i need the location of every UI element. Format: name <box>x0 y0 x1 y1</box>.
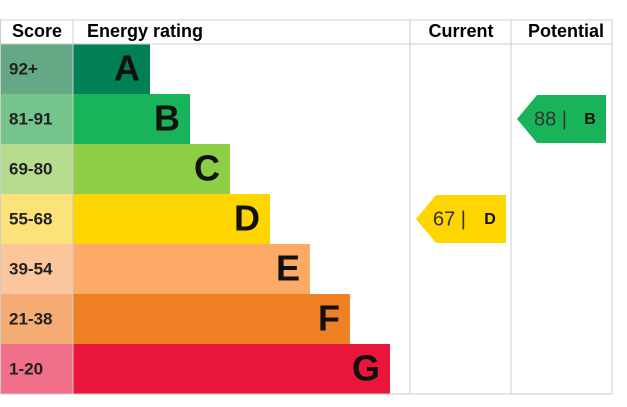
rating-bar <box>73 194 270 244</box>
rating-letter: B <box>154 98 180 139</box>
rating-bar <box>73 144 230 194</box>
rating-letter: E <box>276 248 300 289</box>
score-label: 1-20 <box>9 359 43 378</box>
rating-bar <box>73 94 190 144</box>
score-cell <box>0 244 73 294</box>
potential-arrow <box>517 95 606 143</box>
rating-bar <box>73 44 150 94</box>
score-cell <box>0 294 73 344</box>
header-score: Score <box>12 21 62 41</box>
rating-letter: A <box>114 48 140 89</box>
current-value: 67 | <box>433 208 466 230</box>
score-label: 69-80 <box>9 159 52 178</box>
current-arrow <box>416 195 506 243</box>
score-label: 39-54 <box>9 259 53 278</box>
header-rating: Energy rating <box>87 21 203 41</box>
score-label: 55-68 <box>9 209 52 228</box>
score-cell <box>0 44 73 94</box>
score-cell <box>0 344 73 394</box>
potential-value: 88 | <box>534 108 567 130</box>
rating-letter: C <box>194 148 220 189</box>
score-label: 81-91 <box>9 109 52 128</box>
rating-letter: G <box>352 348 380 389</box>
score-cell <box>0 194 73 244</box>
score-cell <box>0 144 73 194</box>
rating-letter: F <box>318 298 340 339</box>
rating-bar <box>73 344 390 394</box>
header-current: Current <box>428 21 493 41</box>
potential-rating: B <box>584 111 596 128</box>
rating-letter: D <box>234 198 260 239</box>
current-rating: D <box>484 211 496 228</box>
score-label: 21-38 <box>9 309 52 328</box>
score-cell <box>0 94 73 144</box>
rating-bar <box>73 244 310 294</box>
header-potential: Potential <box>528 21 604 41</box>
score-label: 92+ <box>9 59 38 78</box>
rating-bar <box>73 294 350 344</box>
